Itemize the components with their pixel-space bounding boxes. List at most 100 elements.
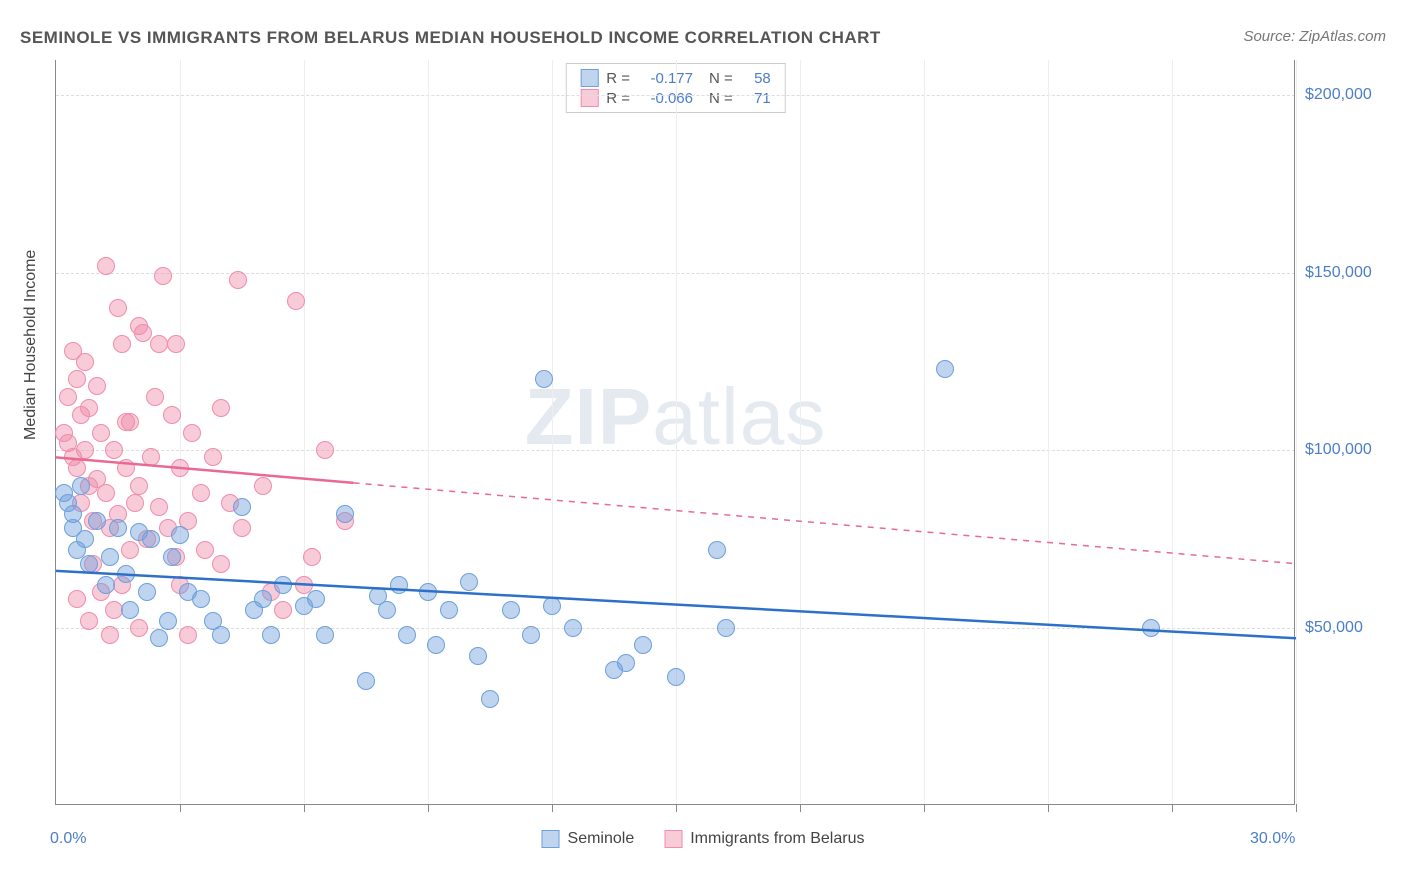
scatter-point: [171, 459, 189, 477]
gridline-v: [428, 60, 429, 804]
scatter-point: [274, 601, 292, 619]
scatter-point: [76, 530, 94, 548]
scatter-point: [97, 257, 115, 275]
scatter-point: [142, 448, 160, 466]
gridline-v: [800, 60, 801, 804]
scatter-point: [179, 626, 197, 644]
scatter-point: [134, 324, 152, 342]
scatter-point: [146, 388, 164, 406]
scatter-point: [64, 505, 82, 523]
y-tick-label: $100,000: [1305, 441, 1372, 459]
scatter-point: [460, 573, 478, 591]
scatter-point: [390, 576, 408, 594]
source-label: Source: ZipAtlas.com: [1243, 28, 1386, 45]
chart-title: SEMINOLE VS IMMIGRANTS FROM BELARUS MEDI…: [20, 28, 881, 48]
scatter-point: [229, 271, 247, 289]
r-value: -0.066: [638, 90, 693, 107]
scatter-point: [101, 626, 119, 644]
scatter-point: [708, 541, 726, 559]
scatter-point: [522, 626, 540, 644]
scatter-point: [88, 512, 106, 530]
scatter-point: [159, 612, 177, 630]
scatter-point: [543, 597, 561, 615]
scatter-point: [378, 601, 396, 619]
scatter-point: [316, 441, 334, 459]
scatter-point: [398, 626, 416, 644]
x-tick: [676, 804, 677, 812]
y-tick-label: $150,000: [1305, 264, 1372, 282]
scatter-point: [212, 626, 230, 644]
x-tick: [304, 804, 305, 812]
scatter-point: [163, 406, 181, 424]
scatter-point: [76, 441, 94, 459]
scatter-point: [88, 377, 106, 395]
scatter-point: [142, 530, 160, 548]
scatter-point: [233, 519, 251, 537]
series-legend-item: Seminole: [542, 830, 635, 848]
scatter-point: [109, 299, 127, 317]
plot-area: ZIPatlas R =-0.177N =58R =-0.066N =71: [55, 60, 1295, 805]
scatter-point: [183, 424, 201, 442]
scatter-point: [150, 629, 168, 647]
y-axis-label: Median Household Income: [22, 250, 40, 440]
x-tick: [1296, 804, 1297, 812]
scatter-point: [117, 459, 135, 477]
scatter-point: [150, 335, 168, 353]
x-tick: [800, 804, 801, 812]
n-value: 71: [741, 90, 771, 107]
scatter-point: [163, 548, 181, 566]
scatter-point: [154, 267, 172, 285]
scatter-point: [469, 647, 487, 665]
scatter-point: [68, 370, 86, 388]
scatter-point: [357, 672, 375, 690]
x-tick: [924, 804, 925, 812]
scatter-point: [440, 601, 458, 619]
scatter-point: [502, 601, 520, 619]
gridline-v: [1172, 60, 1173, 804]
gridline-v: [304, 60, 305, 804]
legend-swatch: [580, 69, 598, 87]
series-legend-item: Immigrants from Belarus: [664, 830, 864, 848]
scatter-point: [936, 360, 954, 378]
x-min-label: 0.0%: [50, 830, 86, 848]
scatter-point: [105, 601, 123, 619]
n-label: N =: [709, 70, 733, 87]
scatter-point: [113, 335, 131, 353]
gridline-v: [552, 60, 553, 804]
scatter-point: [427, 636, 445, 654]
plot-right-border: [1294, 60, 1295, 804]
gridline-v: [924, 60, 925, 804]
scatter-point: [303, 548, 321, 566]
chart-container: SEMINOLE VS IMMIGRANTS FROM BELARUS MEDI…: [0, 0, 1406, 892]
scatter-point: [130, 477, 148, 495]
scatter-point: [196, 541, 214, 559]
scatter-point: [150, 498, 168, 516]
scatter-point: [192, 484, 210, 502]
scatter-point: [68, 459, 86, 477]
scatter-point: [1142, 619, 1160, 637]
scatter-point: [171, 526, 189, 544]
r-value: -0.177: [638, 70, 693, 87]
scatter-point: [101, 548, 119, 566]
scatter-point: [68, 590, 86, 608]
gridline-v: [1048, 60, 1049, 804]
x-tick: [552, 804, 553, 812]
scatter-point: [117, 565, 135, 583]
scatter-point: [287, 292, 305, 310]
x-tick: [1172, 804, 1173, 812]
gridline-v: [676, 60, 677, 804]
scatter-point: [97, 484, 115, 502]
legend-swatch: [580, 89, 598, 107]
scatter-point: [72, 477, 90, 495]
scatter-point: [634, 636, 652, 654]
scatter-point: [105, 441, 123, 459]
scatter-point: [117, 413, 135, 431]
scatter-point: [92, 424, 110, 442]
x-max-label: 30.0%: [1250, 830, 1295, 848]
r-label: R =: [606, 70, 630, 87]
legend-swatch: [542, 830, 560, 848]
scatter-point: [254, 477, 272, 495]
scatter-point: [419, 583, 437, 601]
scatter-point: [254, 590, 272, 608]
y-tick-label: $50,000: [1305, 619, 1363, 637]
